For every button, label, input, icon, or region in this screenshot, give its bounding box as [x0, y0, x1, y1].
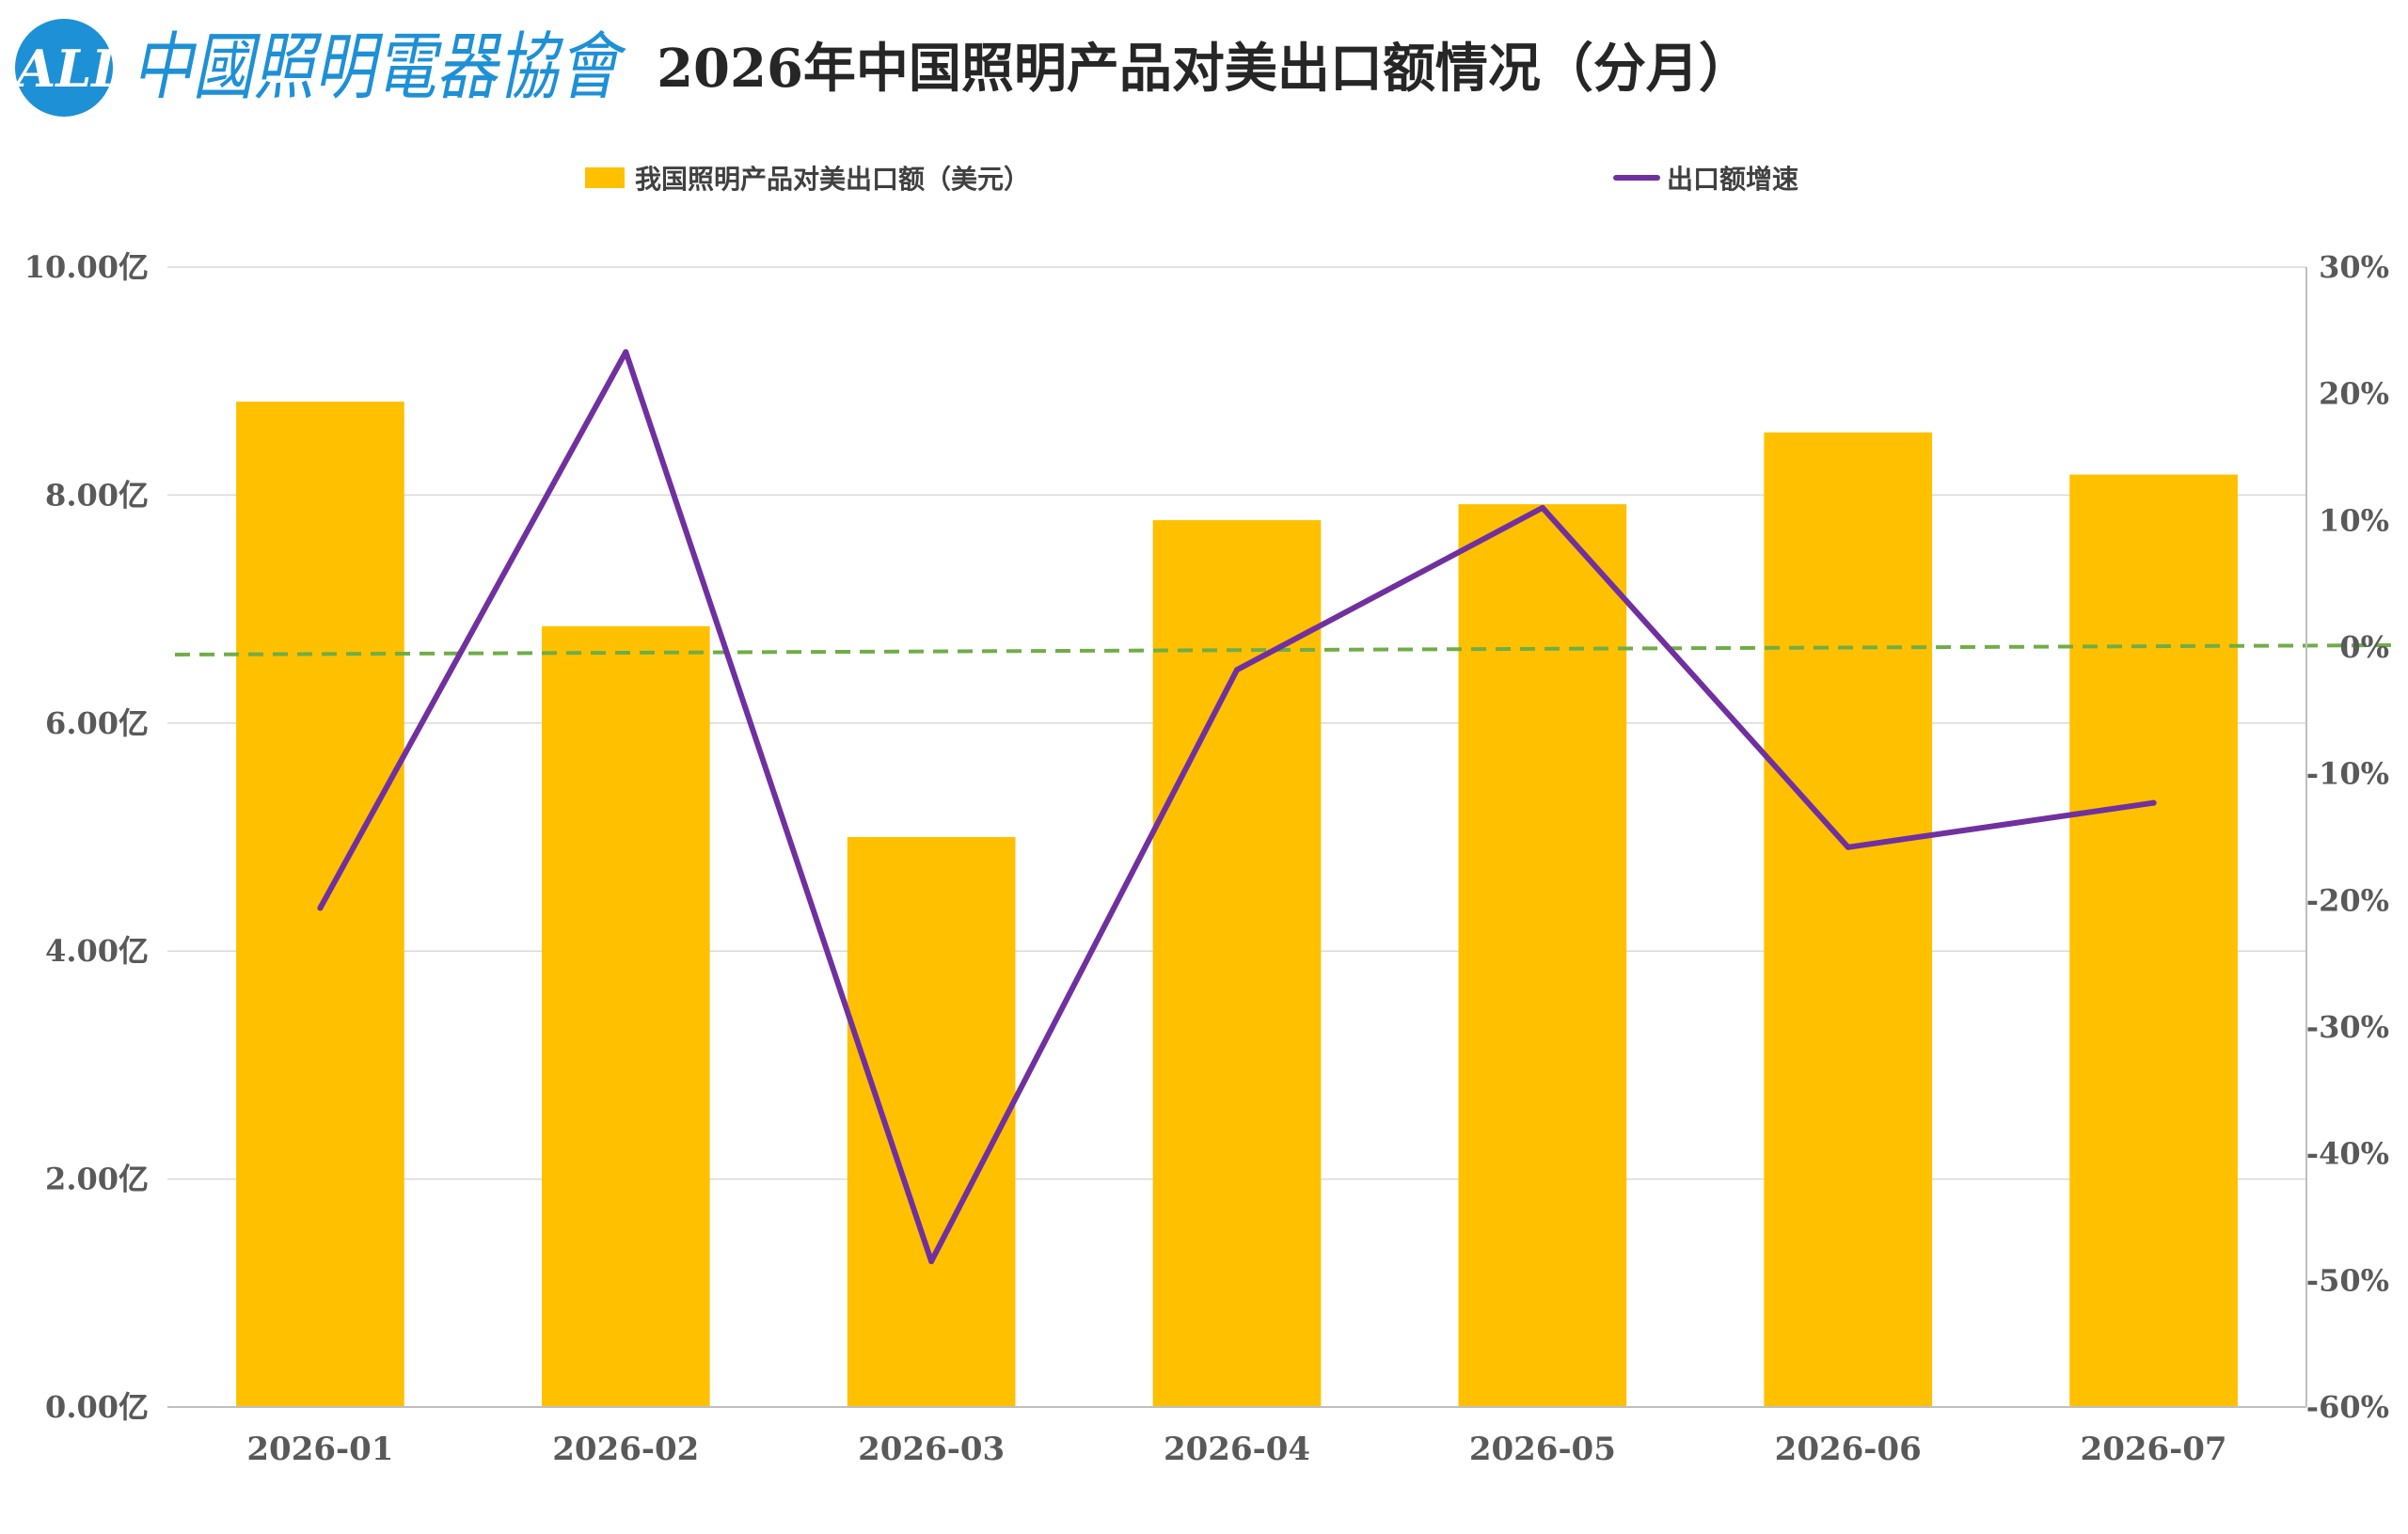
left-tick-label: 2.00亿	[45, 1162, 149, 1197]
right-tick-label: -40%	[2306, 1136, 2389, 1172]
x-tick-label: 2026-07	[2081, 1431, 2227, 1468]
bar-2026-04	[1152, 520, 1322, 1407]
line-series	[317, 349, 2157, 1265]
right-tick-label: -50%	[2306, 1262, 2389, 1298]
chart-title: 2026年中国照明产品对美出口额情况（分月）	[657, 38, 1751, 100]
x-tick-label: 2026-03	[858, 1431, 1005, 1468]
zero-dashed-line	[174, 643, 2401, 656]
right-tick-label: -60%	[2306, 1389, 2389, 1425]
zero-reference-line	[174, 643, 2401, 656]
legend-line-label: 出口额增速	[1667, 164, 1798, 195]
left-tick-label: 6.00亿	[45, 705, 149, 741]
bar-2026-05	[1458, 504, 1627, 1407]
growth-point-2026-03	[928, 1258, 935, 1265]
x-tick-label: 2026-01	[246, 1431, 393, 1468]
axes	[167, 267, 2307, 1408]
right-tick-label: -20%	[2306, 882, 2389, 918]
logo-association-name: 中國照明電器協會	[132, 25, 626, 110]
legend: 我国照明产品对美出口额（美元） 出口额增速	[585, 164, 1798, 195]
growth-point-2026-02	[623, 349, 629, 356]
x-axis-tick-labels: 2026-01 2026-02 2026-03 2026-04 2026-05 2026-…	[246, 1431, 2226, 1468]
growth-point-2026-04	[1234, 667, 1240, 673]
legend-item-bar: 我国照明产品对美出口额（美元）	[585, 164, 1030, 195]
legend-bar-label: 我国照明产品对美出口额（美元）	[635, 164, 1030, 195]
right-tick-label: 0%	[2339, 629, 2389, 665]
growth-point-2026-01	[317, 905, 324, 911]
left-tick-label: 10.00亿	[24, 249, 149, 285]
logo-initials: ALI	[11, 39, 117, 99]
x-tick-label: 2026-04	[1164, 1431, 1310, 1468]
bar-2026-02	[541, 625, 710, 1407]
ali-logo: ALI 中國照明電器協會	[11, 19, 626, 117]
legend-item-line: 出口额增速	[1613, 164, 1798, 195]
growth-point-2026-06	[1845, 844, 1851, 850]
left-tick-label: 4.00亿	[45, 933, 149, 969]
right-tick-label: 30%	[2319, 249, 2389, 285]
bar-2026-07	[2069, 474, 2238, 1408]
growth-point-2026-05	[1539, 504, 1545, 511]
growth-point-2026-07	[2150, 799, 2157, 806]
x-tick-label: 2026-05	[1469, 1431, 1616, 1468]
left-tick-label: 0.00亿	[45, 1389, 149, 1425]
bar-2026-06	[1764, 432, 1933, 1407]
bar-series	[236, 402, 2238, 1408]
x-tick-label: 2026-02	[552, 1431, 699, 1468]
bar-2026-03	[847, 837, 1016, 1407]
right-tick-label: 10%	[2319, 502, 2389, 538]
legend-bar-swatch-icon	[585, 167, 625, 188]
right-tick-label: -30%	[2306, 1009, 2389, 1045]
left-axis-tick-labels: 0.00亿 2.00亿 4.00亿 6.00亿 8.00亿 10.00亿	[24, 249, 149, 1425]
right-axis-tick-labels: -60% -50% -40% -30% -20% -10% 0% 10% 20% 30%	[2306, 249, 2389, 1425]
left-tick-label: 8.00亿	[45, 477, 149, 513]
x-tick-label: 2026-06	[1775, 1431, 1922, 1468]
right-tick-label: 20%	[2319, 376, 2389, 412]
right-tick-label: -10%	[2306, 756, 2389, 792]
logo-circle-icon	[15, 19, 113, 117]
